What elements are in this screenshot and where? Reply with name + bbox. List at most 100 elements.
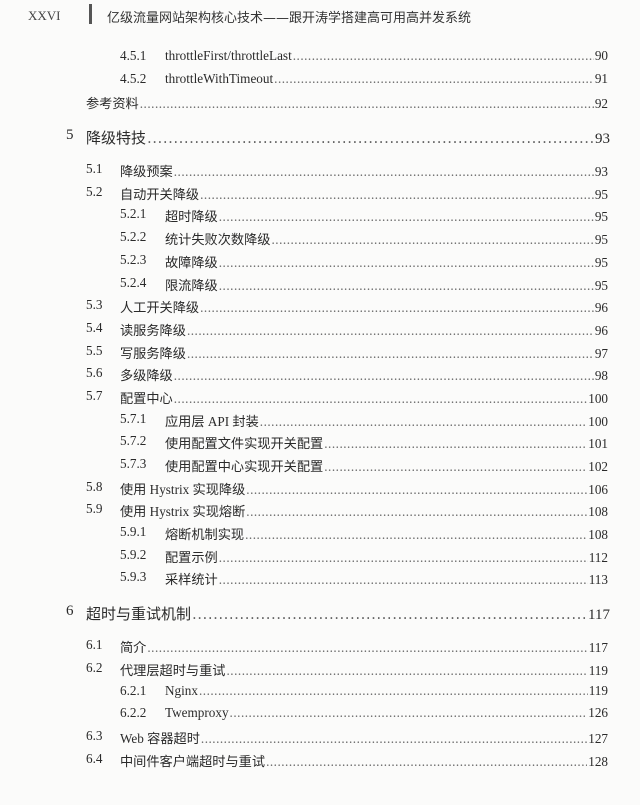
toc-entry[interactable]: 5.9.3 采样统计 113 bbox=[0, 569, 640, 592]
entry-title: 限流降级 bbox=[165, 277, 218, 293]
entry-page: 128 bbox=[588, 753, 608, 769]
toc-entry[interactable]: 5.7.1 应用层 API 封装 100 bbox=[0, 411, 640, 434]
entry-page: 119 bbox=[588, 682, 608, 698]
toc-entry[interactable]: 5.6 多级降级 98 bbox=[0, 365, 640, 388]
toc-entry[interactable]: 5.2.1 超时降级 95 bbox=[0, 206, 640, 229]
toc-entry[interactable]: 5.9.2 配置示例 112 bbox=[0, 547, 640, 570]
toc-chapter-entry[interactable]: 6 超时与重试机制 117 bbox=[0, 603, 640, 633]
entry-number: 5.9.1 bbox=[120, 524, 147, 540]
entry-title: 配置中心 bbox=[120, 390, 173, 406]
entry-page: 100 bbox=[588, 413, 608, 429]
toc-entry[interactable]: 5.9.1 熔断机制实现 108 bbox=[0, 524, 640, 547]
dot-leader bbox=[219, 255, 594, 271]
toc-entry[interactable]: 5.2 自动开关降级 95 bbox=[0, 184, 640, 207]
entry-number: 5.2 bbox=[86, 183, 103, 199]
entry-title: Nginx bbox=[165, 682, 198, 698]
entry-page: 102 bbox=[588, 459, 608, 474]
entry-title: 降级预案 bbox=[120, 164, 173, 180]
entry-number: 5.2.3 bbox=[120, 251, 147, 267]
entry-page: 97 bbox=[594, 345, 608, 361]
entry-title: Twemproxy bbox=[165, 705, 229, 721]
entry-number: 5.9 bbox=[86, 501, 103, 517]
entry-number: 5.8 bbox=[86, 478, 103, 494]
dot-leader bbox=[219, 572, 588, 588]
entry-page: 93 bbox=[594, 164, 608, 180]
entry-number: 5.2.4 bbox=[120, 274, 147, 290]
entry-number: 5.1 bbox=[86, 161, 103, 177]
entry-page: 95 bbox=[594, 254, 608, 270]
dot-leader bbox=[201, 731, 587, 747]
entry-page: 95 bbox=[594, 209, 608, 225]
entry-title: Web 容器超时 bbox=[120, 730, 200, 746]
toc-entry[interactable]: 6.1 简介 117 bbox=[0, 637, 640, 660]
entry-page: 101 bbox=[588, 436, 608, 452]
entry-page: 108 bbox=[588, 504, 608, 520]
toc-entry[interactable]: 6.2.1 Nginx 119 bbox=[0, 683, 640, 706]
entry-page: 126 bbox=[588, 705, 608, 721]
dot-leader bbox=[192, 605, 587, 623]
entry-title: 使用 Hystrix 实现降级 bbox=[120, 481, 246, 497]
entry-page: 95 bbox=[594, 277, 608, 293]
entry-page: 98 bbox=[594, 368, 608, 384]
dot-leader bbox=[200, 187, 594, 203]
dot-leader bbox=[227, 663, 588, 679]
entry-title: 超时与重试机制 bbox=[86, 605, 192, 624]
toc-entry[interactable]: 5.7 配置中心 100 bbox=[0, 388, 640, 411]
dot-leader bbox=[174, 164, 594, 180]
entry-number: 6.3 bbox=[86, 727, 103, 743]
entry-title: 人工开关降级 bbox=[120, 300, 200, 316]
dot-leader bbox=[230, 705, 588, 721]
toc-entry[interactable]: 5.5 写服务降级 97 bbox=[0, 343, 640, 366]
toc-entry[interactable]: 5.7.3 使用配置中心实现开关配置 102 bbox=[0, 456, 640, 479]
entry-title: 使用配置中心实现开关配置 bbox=[165, 459, 324, 474]
dot-leader bbox=[174, 368, 594, 384]
toc-entry[interactable]: 4.5.2 throttleWithTimeout 91 bbox=[0, 71, 640, 94]
toc-entry[interactable]: 6.2.2 Twemproxy 126 bbox=[0, 705, 640, 728]
entry-number: 6.2.1 bbox=[120, 682, 147, 698]
toc-entry[interactable]: 5.8 使用 Hystrix 实现降级 106 bbox=[0, 479, 640, 502]
entry-title: 故障降级 bbox=[165, 254, 218, 270]
entry-page: 112 bbox=[588, 549, 608, 565]
entry-title: 配置示例 bbox=[165, 549, 218, 565]
toc-entry[interactable]: 6.3 Web 容器超时 127 bbox=[0, 728, 640, 751]
entry-number: 6 bbox=[66, 603, 74, 620]
entry-page: 95 bbox=[594, 186, 608, 202]
entry-title: throttleFirst/throttleLast bbox=[165, 48, 292, 63]
entry-page: 96 bbox=[594, 322, 608, 338]
dot-leader bbox=[187, 346, 594, 362]
entry-number: 5.9.2 bbox=[120, 546, 147, 562]
dot-leader bbox=[200, 300, 594, 316]
entry-number: 6.2 bbox=[86, 659, 103, 675]
entry-page: 92 bbox=[594, 96, 608, 112]
toc-entry[interactable]: 4.5.1 throttleFirst/throttleLast 90 bbox=[0, 48, 640, 71]
entry-number: 5 bbox=[66, 127, 74, 144]
toc-entry[interactable]: 5.2.3 故障降级 95 bbox=[0, 252, 640, 275]
entry-number: 4.5.2 bbox=[120, 70, 147, 86]
toc-entry[interactable]: 5.2.4 限流降级 95 bbox=[0, 275, 640, 298]
toc-entry[interactable]: 参考资料 92 bbox=[0, 93, 640, 116]
toc-chapter-entry[interactable]: 5 降级特技 93 bbox=[0, 127, 640, 157]
dot-leader bbox=[199, 683, 588, 699]
dot-leader bbox=[140, 96, 594, 112]
toc-entry[interactable]: 6.2 代理层超时与重试 119 bbox=[0, 660, 640, 683]
entry-title: 中间件客户端超时与重试 bbox=[120, 753, 266, 769]
dot-leader bbox=[147, 640, 587, 656]
page-number: XXVI bbox=[28, 8, 61, 23]
dot-leader bbox=[245, 527, 587, 543]
entry-title: 参考资料 bbox=[86, 96, 139, 112]
toc-entry[interactable]: 5.3 人工开关降级 96 bbox=[0, 297, 640, 320]
entry-number: 5.7.1 bbox=[120, 410, 147, 426]
toc-entry[interactable]: 5.9 使用 Hystrix 实现熔断 108 bbox=[0, 501, 640, 524]
dot-leader bbox=[219, 209, 594, 225]
entry-title: 多级降级 bbox=[120, 368, 173, 384]
toc-entry[interactable]: 5.7.2 使用配置文件实现开关配置 101 bbox=[0, 433, 640, 456]
toc-entry[interactable]: 5.1 降级预案 93 bbox=[0, 161, 640, 184]
entry-page: 106 bbox=[588, 481, 608, 497]
dot-leader bbox=[174, 391, 587, 407]
toc-entry[interactable]: 5.4 读服务降级 96 bbox=[0, 320, 640, 343]
toc-entry[interactable]: 6.4 中间件客户端超时与重试 128 bbox=[0, 751, 640, 774]
entry-page: 117 bbox=[588, 607, 610, 624]
toc-entry[interactable]: 5.2.2 统计失败次数降级 95 bbox=[0, 229, 640, 252]
entry-title: 写服务降级 bbox=[120, 345, 186, 361]
entry-number: 5.4 bbox=[86, 319, 103, 335]
